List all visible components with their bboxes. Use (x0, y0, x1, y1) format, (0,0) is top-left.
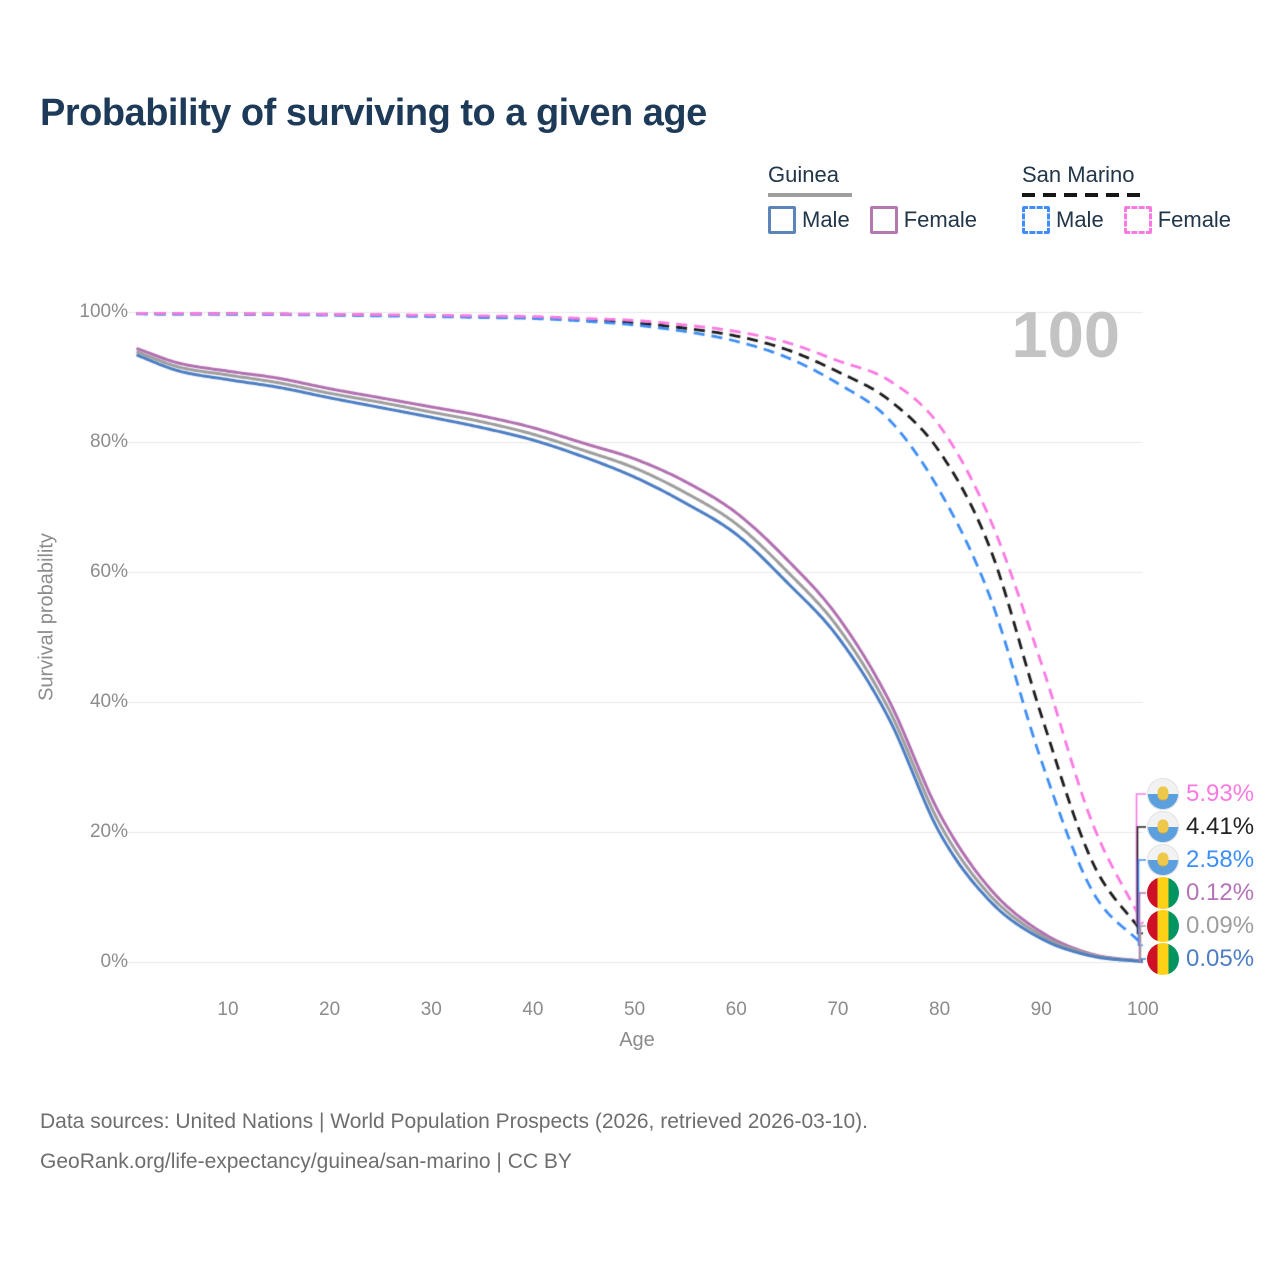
x-tick-10: 10 (217, 999, 239, 1020)
guinea-flag-icon (1147, 910, 1179, 942)
end-value: 5.93% (1186, 780, 1255, 807)
legend-label: Male (802, 207, 850, 232)
legend-guinea-title: Guinea (768, 162, 839, 187)
legend-item-san-marino-female[interactable]: Female (1123, 206, 1232, 234)
end-label-guinea-female: 0.12% (1147, 876, 1254, 910)
guinea-flag-icon (1147, 877, 1179, 909)
attribution-line: GeoRank.org/life-expectancy/guinea/san-m… (40, 1150, 572, 1173)
y-axis-label: Survival probability (35, 533, 58, 701)
legend-label: Male (1056, 207, 1104, 232)
legend-group-san-marino: San Marino Male Female (1022, 162, 1231, 234)
x-axis-label: Age (619, 1029, 655, 1051)
guinea-female-swatch-icon (869, 206, 898, 234)
end-value: 0.05% (1186, 945, 1255, 972)
x-tick-40: 40 (522, 999, 544, 1020)
x-tick-80: 80 (929, 999, 951, 1020)
legend-item-guinea-male[interactable]: Male (768, 206, 850, 234)
legend-guinea-line-sample (768, 193, 852, 197)
y-tick-100%: 100% (79, 301, 128, 322)
end-label-san-marino-female: 5.93% (1147, 777, 1254, 811)
age-100-watermark: 100 (1011, 298, 1120, 371)
x-tick-30: 30 (420, 999, 442, 1020)
y-tick-40%: 40% (89, 691, 128, 712)
end-value: 0.09% (1186, 912, 1255, 939)
end-value: 4.41% (1186, 813, 1255, 840)
x-tick-70: 70 (827, 999, 849, 1020)
legend-label: Female (903, 207, 978, 232)
guinea-male-swatch-icon (768, 206, 796, 234)
end-label-guinea-male: 0.05% (1147, 942, 1254, 976)
data-sources-line: Data sources: United Nations | World Pop… (40, 1110, 869, 1133)
san-marino-flag-icon (1147, 778, 1179, 810)
end-value: 2.58% (1186, 846, 1255, 873)
san-marino-flag-icon (1147, 844, 1179, 876)
legend-san-marino-line-sample (1022, 193, 1148, 197)
x-tick-20: 20 (319, 999, 341, 1020)
end-label-san-marino-total: 4.41% (1147, 810, 1254, 844)
san-marino-flag-icon (1147, 811, 1179, 843)
legend-label: Female (1157, 207, 1232, 232)
x-tick-100: 100 (1127, 999, 1159, 1020)
san-marino-male-swatch-icon (1022, 206, 1050, 234)
end-value: 0.12% (1186, 879, 1255, 906)
legend-item-san-marino-male[interactable]: Male (1022, 206, 1104, 234)
guinea-flag-icon (1147, 943, 1179, 975)
san-marino-female-swatch-icon (1123, 206, 1152, 234)
legend-san-marino-title: San Marino (1022, 162, 1135, 187)
end-label-guinea-total: 0.09% (1147, 909, 1254, 943)
y-tick-0%: 0% (100, 951, 128, 972)
legend-item-guinea-female[interactable]: Female (869, 206, 978, 234)
x-tick-50: 50 (624, 999, 646, 1020)
y-tick-60%: 60% (89, 561, 128, 582)
x-tick-60: 60 (725, 999, 747, 1020)
end-label-san-marino-male: 2.58% (1147, 843, 1254, 877)
x-tick-90: 90 (1030, 999, 1052, 1020)
legend-group-guinea: Guinea Male Female (768, 162, 977, 234)
page-title: Probability of surviving to a given age (40, 92, 707, 134)
y-tick-80%: 80% (89, 431, 128, 452)
y-tick-20%: 20% (89, 821, 128, 842)
